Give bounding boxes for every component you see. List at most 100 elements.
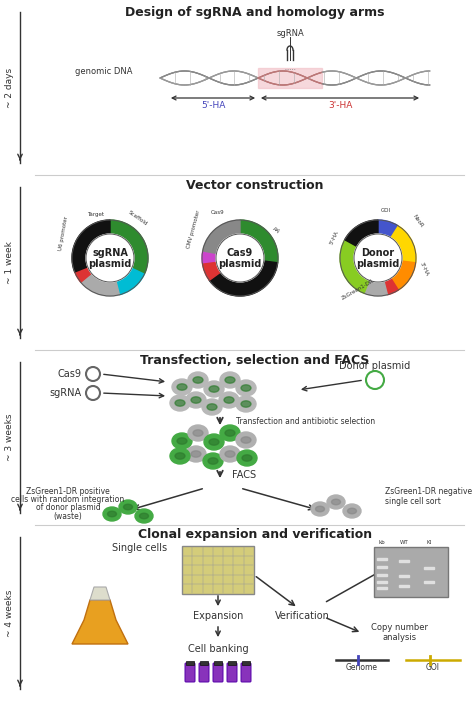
Circle shape — [216, 234, 264, 282]
Ellipse shape — [220, 372, 240, 388]
Polygon shape — [378, 220, 398, 238]
Text: ~ 3 weeks: ~ 3 weeks — [6, 414, 15, 461]
Ellipse shape — [135, 509, 153, 523]
Ellipse shape — [186, 392, 206, 408]
Ellipse shape — [191, 451, 201, 457]
Text: Genome: Genome — [346, 663, 378, 672]
Polygon shape — [240, 220, 278, 263]
Text: cells with random integration: cells with random integration — [11, 496, 125, 505]
Polygon shape — [72, 220, 110, 272]
Polygon shape — [391, 226, 416, 263]
Text: single cell sort: single cell sort — [385, 496, 441, 505]
Polygon shape — [209, 261, 278, 296]
Polygon shape — [384, 278, 398, 295]
Circle shape — [354, 234, 402, 282]
Text: 5'-HA: 5'-HA — [328, 229, 339, 245]
Ellipse shape — [316, 506, 325, 512]
Text: U6 promoter: U6 promoter — [58, 216, 70, 251]
Bar — [377, 587, 387, 589]
Text: of donor plasmid: of donor plasmid — [36, 503, 100, 512]
Bar — [377, 558, 387, 560]
Text: Design of sgRNA and homology arms: Design of sgRNA and homology arms — [125, 6, 385, 19]
Text: ZsGreen1-DR positive: ZsGreen1-DR positive — [26, 487, 110, 496]
Text: ZsGreen1-DR: ZsGreen1-DR — [341, 278, 375, 301]
Ellipse shape — [193, 430, 203, 436]
Text: pA: pA — [272, 226, 280, 235]
Ellipse shape — [188, 372, 208, 388]
Text: Clonal expansion and verification: Clonal expansion and verification — [138, 528, 372, 541]
Ellipse shape — [139, 513, 148, 519]
FancyBboxPatch shape — [185, 663, 195, 682]
Text: Target: Target — [88, 212, 104, 217]
Ellipse shape — [347, 508, 356, 514]
Ellipse shape — [311, 502, 329, 516]
Ellipse shape — [177, 438, 187, 444]
Text: GOI: GOI — [381, 208, 391, 213]
Ellipse shape — [209, 386, 219, 392]
Ellipse shape — [236, 396, 256, 412]
Polygon shape — [81, 273, 119, 296]
Bar — [399, 585, 409, 587]
Text: genomic DNA: genomic DNA — [75, 67, 133, 76]
Bar — [182, 546, 254, 594]
Ellipse shape — [175, 453, 185, 459]
Polygon shape — [364, 280, 387, 296]
Bar — [377, 574, 387, 576]
Text: ~ 4 weeks: ~ 4 weeks — [6, 590, 15, 637]
Text: ~ 1 week: ~ 1 week — [6, 241, 15, 284]
Bar — [399, 560, 409, 562]
Ellipse shape — [170, 448, 190, 464]
Bar — [424, 567, 434, 569]
Text: 3'-HA: 3'-HA — [419, 261, 429, 277]
Ellipse shape — [209, 439, 219, 445]
Polygon shape — [391, 261, 416, 290]
Bar — [186, 661, 194, 665]
Text: GOI: GOI — [426, 663, 440, 672]
Ellipse shape — [191, 397, 201, 403]
Bar — [258, 68, 322, 88]
Text: KI: KI — [427, 540, 431, 545]
Bar — [214, 661, 222, 665]
Text: Scaffold: Scaffold — [128, 210, 148, 227]
Ellipse shape — [203, 453, 223, 469]
Bar — [399, 575, 409, 577]
Ellipse shape — [241, 401, 251, 407]
Ellipse shape — [204, 434, 224, 450]
Ellipse shape — [220, 425, 240, 441]
Text: Expansion: Expansion — [193, 611, 243, 621]
Text: sgRNA: sgRNA — [276, 29, 304, 37]
Text: Copy number: Copy number — [372, 623, 428, 632]
Text: Cas9: Cas9 — [211, 210, 225, 215]
Ellipse shape — [172, 379, 192, 395]
Text: Donor: Donor — [362, 248, 394, 258]
Polygon shape — [340, 240, 369, 293]
Ellipse shape — [327, 495, 345, 509]
Ellipse shape — [103, 507, 121, 521]
Ellipse shape — [188, 425, 208, 441]
Polygon shape — [90, 587, 110, 600]
FancyBboxPatch shape — [199, 663, 209, 682]
Ellipse shape — [108, 511, 117, 517]
Ellipse shape — [236, 432, 256, 448]
Ellipse shape — [225, 377, 235, 383]
Polygon shape — [203, 220, 240, 254]
Ellipse shape — [219, 392, 239, 408]
Polygon shape — [202, 251, 217, 263]
Ellipse shape — [193, 377, 203, 383]
Bar — [242, 661, 250, 665]
Ellipse shape — [241, 385, 251, 391]
Ellipse shape — [331, 499, 340, 505]
Polygon shape — [345, 220, 378, 247]
Text: Cas9: Cas9 — [227, 248, 253, 258]
Bar — [377, 581, 387, 583]
Ellipse shape — [225, 430, 235, 436]
Text: FACS: FACS — [232, 470, 256, 480]
Ellipse shape — [124, 504, 133, 510]
Ellipse shape — [202, 399, 222, 415]
Ellipse shape — [220, 446, 240, 462]
Bar — [424, 581, 434, 583]
Text: Transfection, selection and FACS: Transfection, selection and FACS — [140, 354, 370, 367]
Bar — [228, 661, 236, 665]
Polygon shape — [75, 267, 91, 283]
Bar — [374, 547, 448, 597]
